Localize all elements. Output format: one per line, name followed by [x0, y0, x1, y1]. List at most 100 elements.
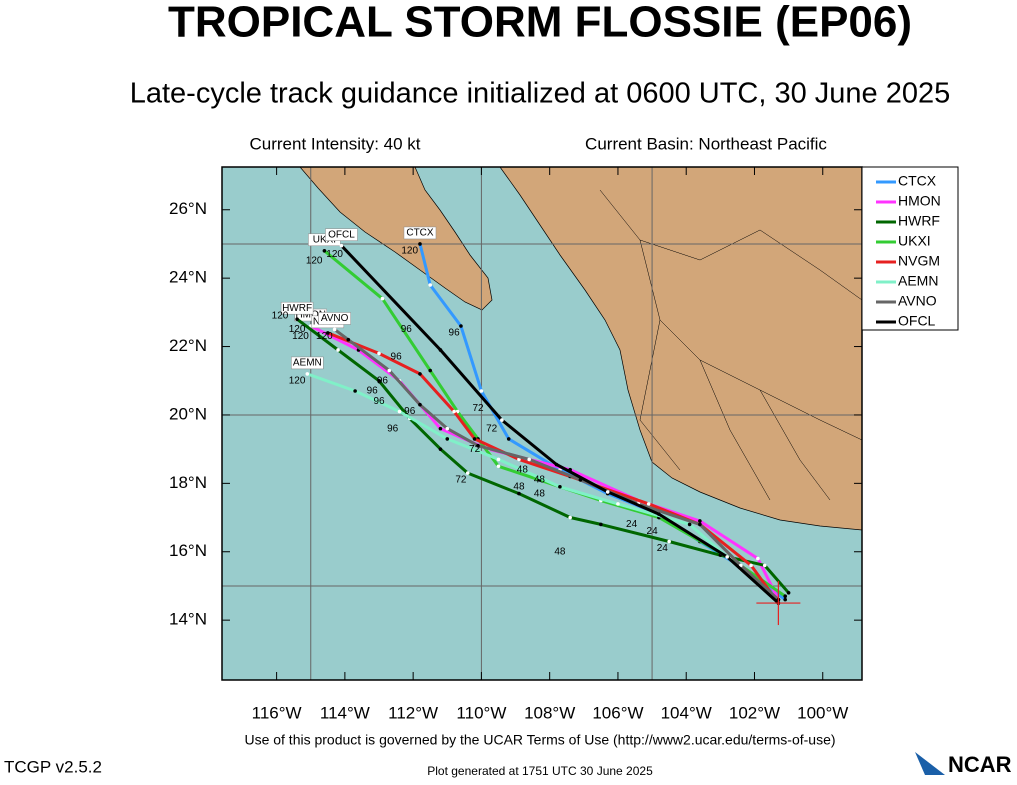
track-point	[599, 522, 603, 527]
model-tag-box	[280, 301, 314, 315]
track-point	[500, 418, 504, 422]
terms: Use of this product is governed by the U…	[244, 732, 835, 748]
track-point	[616, 502, 620, 506]
map-area: CTCXHMONHWRFUKXINVGMAEMNAVNOOFCL12012012…	[222, 167, 862, 680]
hour-label: 96	[373, 396, 385, 407]
map-frame	[221, 166, 863, 681]
hour-label: 120	[272, 310, 289, 321]
y-tick-label: 14°N	[169, 610, 207, 629]
x-tick-label: 104°W	[661, 703, 712, 722]
legend-label: CTCX	[898, 173, 937, 189]
hour-label: 120	[289, 324, 306, 335]
track-point	[558, 484, 562, 489]
track-point	[605, 490, 610, 494]
y-tick-label: 20°N	[169, 404, 207, 423]
hour-label: 120	[289, 375, 306, 386]
hour-label: 24	[647, 526, 659, 537]
track-point	[322, 248, 327, 253]
track-point	[476, 443, 480, 448]
hour-label: 24	[626, 519, 638, 530]
hour-label: 96	[367, 386, 379, 397]
model-tag: HMON	[295, 310, 326, 321]
track-point	[346, 337, 351, 342]
model-tag: UKXI	[313, 234, 336, 245]
track-point	[554, 462, 559, 467]
legend-label: AVNO	[898, 293, 937, 309]
tracks: CTCXHMONHWRFUKXINVGMAEMNAVNOOFCL12012012…	[272, 226, 801, 626]
land-baja	[299, 167, 493, 311]
track-point	[698, 519, 702, 523]
track	[306, 372, 780, 601]
track-point	[783, 597, 787, 602]
y-tick-label: 22°N	[169, 336, 207, 355]
track-point	[326, 331, 330, 335]
version: TCGP v2.5.2	[4, 757, 102, 776]
track-point	[506, 437, 511, 441]
x-tick-label: 110°W	[456, 703, 506, 722]
hour-label: 96	[377, 375, 389, 386]
y-tick-label: 18°N	[169, 473, 207, 492]
track-point	[445, 437, 450, 441]
hour-label: 96	[401, 324, 413, 335]
legend-label: UKXI	[898, 233, 931, 249]
model-tag-box	[318, 312, 351, 325]
model-tag: HWRF	[282, 303, 312, 314]
track-point	[380, 296, 385, 301]
track-point	[418, 402, 422, 407]
track-point	[657, 512, 661, 516]
intensity: Current Intensity: 40 kt	[249, 134, 420, 153]
hour-label: 72	[469, 444, 481, 455]
track-point	[646, 502, 651, 506]
track-point	[428, 368, 433, 373]
track-point	[667, 539, 671, 544]
hour-label: 96	[391, 351, 403, 362]
track-point	[428, 283, 433, 287]
track-point	[438, 447, 443, 451]
land-mainland	[499, 167, 862, 531]
track-point	[339, 243, 344, 248]
track-point	[377, 351, 381, 356]
hour-label: 120	[316, 331, 333, 342]
track-point	[786, 590, 791, 595]
state-borders	[599, 189, 862, 501]
track-point	[749, 563, 753, 568]
track-point	[295, 317, 299, 321]
model-tag: CTCX	[406, 228, 434, 239]
hour-label: 72	[455, 475, 467, 486]
legend-label: HWRF	[898, 213, 940, 229]
hour-label: 48	[534, 488, 546, 499]
title: TROPICAL STORM FLOSSIE (EP06)	[168, 0, 912, 47]
track-point	[445, 426, 450, 431]
y-tick-label: 24°N	[169, 268, 207, 287]
track-point	[698, 522, 702, 527]
hour-label: 96	[387, 423, 399, 434]
y-tick-label: 16°N	[169, 541, 207, 560]
hour-label: 48	[517, 464, 529, 475]
track-point	[353, 389, 357, 393]
x-tick-label: 116°W	[252, 703, 302, 722]
track-point	[452, 409, 456, 414]
track-point	[496, 457, 501, 462]
grid	[222, 167, 862, 680]
model-tag-box	[325, 228, 358, 241]
logo-text: NCAR	[948, 752, 1012, 777]
track-point	[336, 348, 340, 352]
legend-label: NVGM	[898, 253, 940, 269]
track-point	[527, 457, 531, 462]
model-tag: AEMN	[293, 358, 322, 369]
track-point	[568, 515, 572, 520]
track-point	[479, 389, 484, 393]
track-point	[517, 491, 521, 496]
legend-label: HMON	[898, 193, 941, 209]
track-point	[725, 555, 729, 559]
legend: CTCX HMON HWRF UKXI NVGM AEMN AVNO OFCL	[876, 173, 941, 329]
track-point	[739, 563, 743, 568]
generated: Plot generated at 1751 UTC 30 June 2025	[427, 764, 653, 778]
track-point	[517, 457, 521, 462]
model-tag: OFCL	[328, 229, 355, 240]
track-point	[762, 563, 767, 568]
track	[333, 328, 780, 601]
track-point	[783, 594, 787, 599]
hour-label: 96	[449, 328, 461, 339]
model-tag-box	[291, 356, 324, 370]
